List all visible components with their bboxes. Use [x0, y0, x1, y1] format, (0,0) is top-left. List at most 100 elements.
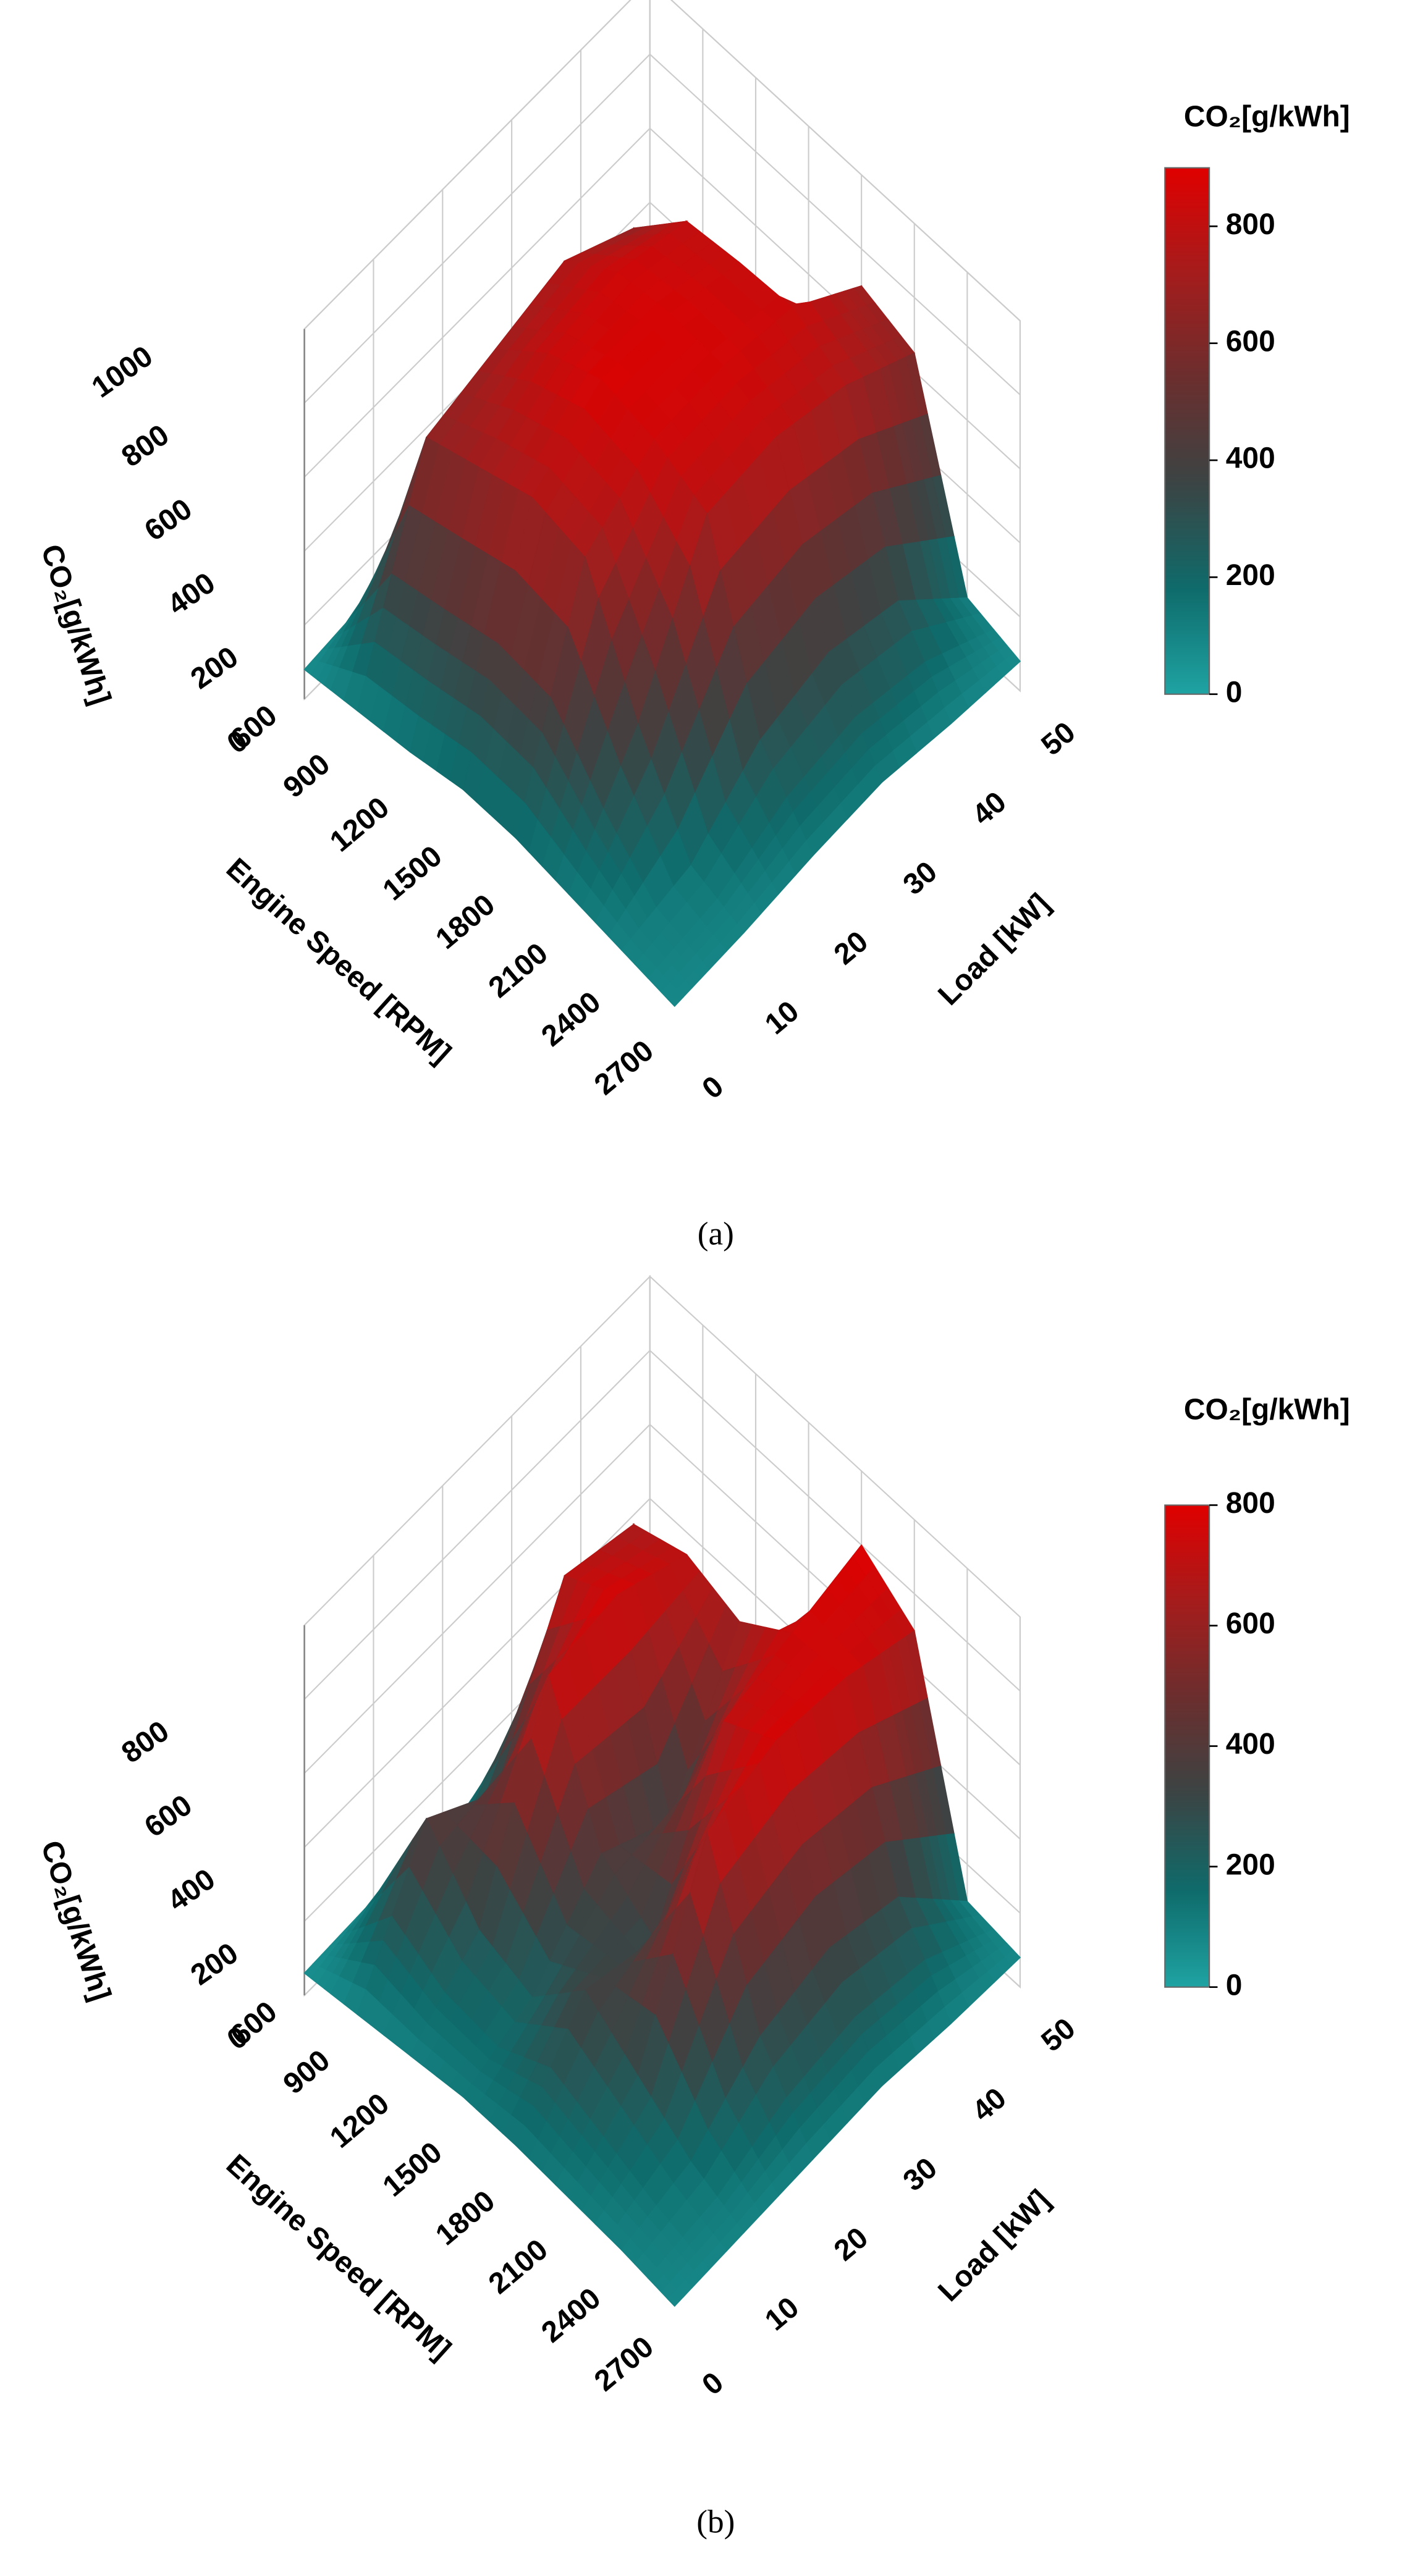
z-tick-label: 200	[185, 641, 244, 696]
surface-facet	[667, 2289, 684, 2307]
x-tick-label: 2700	[588, 2330, 660, 2397]
surface-tile	[330, 573, 419, 733]
surface-tile	[661, 1677, 785, 1835]
x-tick-label: 1500	[377, 2136, 449, 2203]
x-tick-label: 2700	[588, 1034, 660, 1101]
z-tick-label: 200	[185, 1937, 244, 1992]
y-tick-label: 30	[897, 855, 944, 901]
surface-tile	[730, 284, 855, 375]
surface-tile	[539, 329, 663, 470]
colorbar-tick-label: 0	[1226, 1969, 1243, 2001]
surface-facet	[667, 989, 684, 1008]
surface-plot	[303, 0, 1021, 1008]
surface-tile	[714, 1693, 838, 1891]
z-tick-label: 600	[139, 492, 198, 547]
y-tick-label: 20	[828, 925, 874, 971]
surface-tile	[647, 938, 710, 1008]
z-tick-label: 800	[116, 1715, 175, 1770]
colorbar-tick-label: 0	[1226, 676, 1243, 709]
surface-tile	[594, 857, 683, 979]
x-tick-label: 2100	[483, 937, 554, 1004]
grid-line	[303, 1349, 1021, 1700]
caption: (a)	[698, 1216, 734, 1252]
z-axis-title: CO₂[g/kWh]	[35, 1837, 117, 2005]
surface-tile	[555, 245, 680, 331]
y-tick-label: 40	[966, 2082, 1013, 2128]
surface-tile	[767, 1815, 891, 2059]
surface-tile	[852, 319, 942, 486]
colorbar	[1164, 167, 1210, 695]
surface-tile	[470, 1863, 594, 2058]
z-tick-label: 800	[116, 418, 175, 473]
x-tick-label: 2100	[483, 2233, 554, 2300]
surface-tile	[820, 689, 918, 820]
surface-tile	[905, 1765, 995, 1946]
colorbar	[1164, 1504, 1210, 1988]
surface-tile	[889, 1944, 987, 2056]
surface-tile	[647, 2237, 710, 2307]
colorbar-title: CO₂[g/kWh]	[1184, 1393, 1350, 1426]
surface-tile	[730, 1588, 855, 1700]
colorbar-tick-label: 800	[1226, 208, 1275, 241]
y-tick-label: 10	[759, 995, 805, 1041]
surface-tile	[645, 1785, 769, 2029]
y-axis-title: Load [kW]	[932, 2184, 1056, 2308]
y-tick-label: 50	[1036, 716, 1082, 762]
x-tick-label: 1200	[324, 2087, 395, 2155]
surface-tile	[541, 2102, 631, 2225]
surface-tile	[576, 1953, 699, 2173]
colorbar-tick-label: 600	[1226, 1607, 1275, 1640]
z-tick-label: 600	[139, 1788, 198, 1843]
surface-tile	[820, 1988, 918, 2124]
surface-tile	[523, 468, 647, 756]
x-tick-label: 2400	[536, 985, 607, 1053]
x-tick-label: 1200	[324, 791, 395, 858]
colorbar-tick-label: 400	[1226, 1728, 1275, 1761]
x-tick-label: 900	[277, 2044, 336, 2100]
x-tick-label: 900	[277, 747, 336, 804]
surface-tile	[436, 2019, 525, 2122]
surface-tile	[486, 308, 610, 426]
x-tick-label: 1500	[377, 840, 449, 907]
surface-tile	[751, 756, 848, 896]
colorbar-tick-label: 400	[1226, 442, 1275, 475]
surface-tile	[436, 626, 525, 815]
surface-tile	[594, 2170, 683, 2279]
surface-tile	[629, 709, 753, 940]
surface-tile	[541, 752, 631, 924]
y-tick-label: 0	[696, 2366, 730, 2402]
surface-tile	[576, 557, 699, 860]
y-tick-label: 20	[828, 2221, 874, 2268]
colorbar-tick-label: 200	[1226, 1848, 1275, 1881]
surface-tile	[503, 1549, 627, 1742]
surface-tile	[539, 1735, 664, 1947]
surface-tile	[783, 1621, 907, 1817]
x-tick-label: 1800	[429, 2184, 501, 2252]
surface-tile	[682, 2147, 779, 2271]
surface-tile	[836, 484, 960, 691]
surface-plot	[303, 1274, 1021, 2307]
surface-tile	[905, 474, 995, 647]
surface-tile	[767, 518, 891, 759]
surface-tile	[629, 2025, 753, 2239]
surface-tile	[489, 670, 578, 867]
surface-tile	[489, 2056, 578, 2173]
colorbar-title: CO₂[g/kWh]	[1184, 100, 1350, 133]
surface-tile	[470, 424, 594, 672]
y-tick-label: 10	[759, 2291, 805, 2338]
surface-tile	[836, 1776, 960, 1990]
surface-tile	[523, 1944, 647, 2104]
x-tick-label: 2400	[536, 2282, 607, 2349]
surface-tile	[365, 392, 489, 603]
y-tick-label: 30	[897, 2152, 944, 2198]
surface-tile	[682, 848, 779, 970]
surface-tile	[714, 373, 838, 587]
y-tick-label: 0	[696, 1070, 730, 1106]
surface-tile	[418, 401, 541, 628]
z-tick-label: 1000	[86, 340, 159, 405]
z-axis-title: CO₂[g/kWh]	[35, 541, 117, 709]
surface-tile	[958, 629, 1021, 694]
surface-tile	[608, 267, 732, 376]
surface-tile	[330, 1915, 419, 2036]
